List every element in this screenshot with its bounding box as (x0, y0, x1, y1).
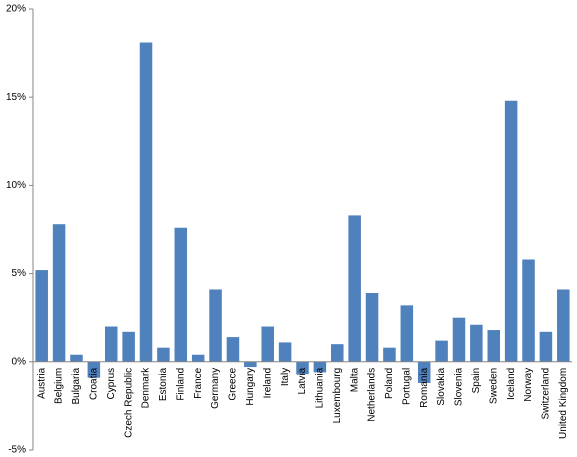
bar (452, 317, 466, 362)
bar (417, 361, 431, 383)
x-tick-label: Italy (280, 368, 291, 386)
x-tick-label: Ireland (262, 368, 273, 399)
bar (52, 224, 66, 362)
bar (70, 354, 83, 362)
x-tick-label: Slovenia (454, 367, 465, 406)
bar (504, 100, 518, 362)
bar (435, 340, 448, 362)
y-tick-label: 20% (6, 4, 26, 15)
x-tick-label: Sweden (488, 368, 499, 404)
bar (104, 326, 118, 362)
x-tick-label: Cyprus (106, 368, 117, 400)
x-tick-label: Malta (349, 367, 360, 392)
x-tick-label: Finland (175, 368, 186, 401)
bar (209, 289, 222, 362)
x-tick-label: Switzerland (541, 368, 552, 420)
bar (557, 289, 570, 362)
bar (365, 293, 379, 362)
x-tick-label: Latvia (297, 367, 308, 394)
bar (296, 361, 309, 375)
x-tick-label: Iceland (506, 368, 517, 400)
bar (539, 331, 553, 362)
y-tick-label: -5% (8, 445, 26, 456)
x-tick-label: Poland (384, 368, 395, 399)
x-tick-label: Luxembourg (332, 368, 343, 424)
bar (470, 324, 483, 362)
y-tick-label: 15% (6, 92, 26, 103)
x-tick-label: Austria (36, 367, 47, 399)
x-tick-label: Bulgaria (71, 367, 82, 404)
bar (139, 42, 153, 362)
bar (244, 361, 257, 368)
bar (331, 344, 344, 362)
bar (383, 347, 396, 362)
bar (174, 227, 188, 362)
x-tick-label: Portugal (401, 368, 412, 405)
bar (313, 361, 327, 373)
x-tick-label: Belgium (54, 368, 65, 404)
bar (261, 326, 274, 362)
x-tick-label: Norway (523, 368, 534, 402)
x-tick-label: Greece (228, 367, 239, 400)
bar (122, 331, 135, 362)
bar (226, 337, 240, 362)
bar (400, 305, 414, 362)
bar (87, 361, 101, 378)
bar (487, 330, 501, 362)
bar (191, 354, 205, 362)
x-tick-label: Croatia (88, 367, 99, 400)
x-tick-label: Denmark (141, 367, 152, 409)
x-tick-label: Germany (210, 368, 221, 409)
x-tick-label: United Kingdom (558, 368, 569, 439)
x-tick-label: Spain (471, 368, 482, 394)
x-tick-label: Lithuania (315, 367, 326, 408)
bar (157, 347, 170, 362)
y-tick-label: 5% (12, 268, 27, 279)
y-tick-label: 10% (6, 180, 26, 191)
x-tick-label: Netherlands (367, 368, 378, 422)
x-tick-label: Hungary (245, 368, 256, 406)
bar (348, 215, 361, 362)
bar (278, 342, 292, 362)
x-tick-label: Slovakia (436, 367, 447, 405)
bar (522, 259, 535, 362)
x-tick-label: Estonia (158, 367, 169, 401)
x-tick-label: Czech Republic (123, 368, 134, 438)
x-tick-label: France (193, 367, 204, 399)
bar (35, 270, 48, 362)
y-tick-label: 0% (12, 356, 27, 367)
x-tick-label: Romania (419, 367, 430, 407)
